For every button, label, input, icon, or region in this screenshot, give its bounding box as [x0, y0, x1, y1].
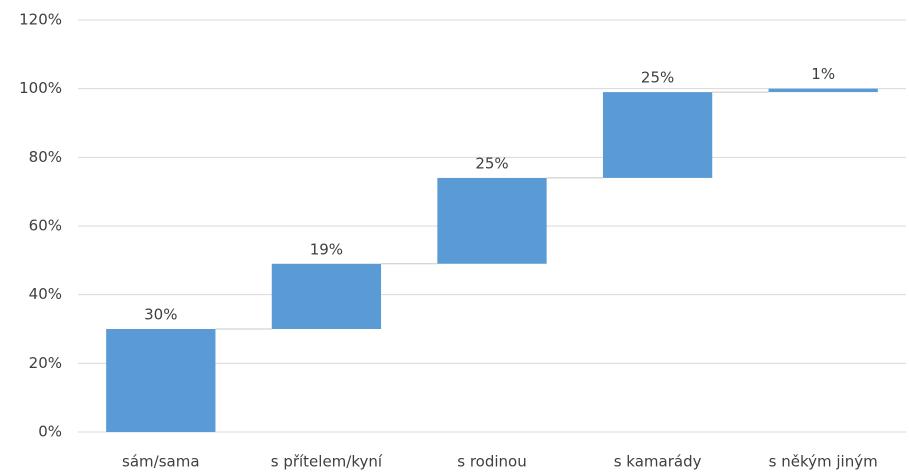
x-tick-label: sám/sama: [122, 453, 199, 471]
y-tick-label: 120%: [19, 11, 62, 29]
data-label: 25%: [641, 69, 674, 87]
y-tick-label: 40%: [29, 285, 62, 303]
bar: [768, 88, 878, 93]
x-tick-label: s někým jiným: [769, 453, 878, 471]
data-label: 30%: [144, 306, 177, 324]
data-label: 25%: [475, 154, 508, 172]
bar: [106, 329, 216, 432]
y-tick-label: 60%: [29, 217, 62, 235]
bar: [437, 177, 547, 264]
y-tick-label: 20%: [29, 354, 62, 372]
x-tick-label: s přítelem/kyní: [271, 453, 383, 471]
data-label: 1%: [811, 65, 835, 83]
y-tick-label: 0%: [38, 423, 62, 441]
y-tick-label: 100%: [19, 79, 62, 97]
x-tick-label: s rodinou: [457, 453, 526, 471]
y-tick-label: 80%: [29, 148, 62, 166]
data-label: 19%: [310, 240, 343, 258]
bar: [271, 263, 382, 329]
x-tick-label: s kamarády: [614, 453, 702, 471]
bar: [602, 92, 713, 178]
